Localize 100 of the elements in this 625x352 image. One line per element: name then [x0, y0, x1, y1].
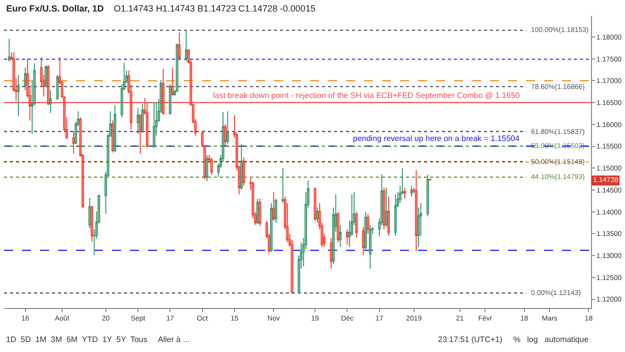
- candlestick: [206, 154, 208, 182]
- candlestick: [224, 124, 227, 147]
- candlestick: [49, 90, 52, 114]
- candlestick: [387, 196, 390, 236]
- candlestick: [330, 238, 332, 270]
- candlestick: [88, 197, 91, 229]
- candlestick: [136, 108, 140, 135]
- candlestick: [334, 194, 337, 232]
- candlestick: [380, 174, 383, 226]
- candlestick: [286, 202, 289, 243]
- candlestick: [33, 62, 36, 106]
- candlestick: [47, 64, 50, 106]
- candlestick: [184, 30, 188, 62]
- candlestick: [155, 102, 158, 136]
- candlestick: [236, 132, 238, 171]
- candlestick: [130, 84, 132, 130]
- candlestick: [93, 228, 96, 256]
- candlestick: [14, 78, 18, 102]
- candlestick: [371, 226, 374, 234]
- candlestick: [109, 110, 112, 138]
- candlestick: [398, 185, 402, 204]
- candlestick: [242, 156, 246, 186]
- candlestick: [314, 187, 316, 222]
- candlestick: [366, 214, 370, 234]
- candlestick: [152, 102, 156, 149]
- candlestick: [60, 80, 64, 98]
- candlestick: [332, 206, 335, 265]
- candlestick: [24, 67, 27, 91]
- candlestick: [226, 110, 229, 145]
- candlestick: [30, 79, 34, 135]
- chart-subtitle: O1.14743 H1.14743 B1.14723 C1.14728 -0.00015: [114, 4, 316, 14]
- candlestick: [346, 228, 348, 246]
- candlestick: [40, 56, 43, 88]
- candlestick: [208, 154, 211, 164]
- candlestick: [74, 121, 78, 145]
- candlestick: [122, 62, 126, 91]
- candlestick: [58, 56, 62, 85]
- candlestick: [270, 202, 273, 253]
- candlestick: [348, 220, 351, 248]
- candlestick: [252, 180, 254, 219]
- candlestick: [173, 90, 176, 96]
- candlestick: [194, 118, 197, 136]
- candlestick: [254, 211, 257, 226]
- candlestick: [352, 192, 356, 226]
- candlestick: [302, 238, 305, 267]
- candlestick: [26, 58, 29, 98]
- candlestick: [106, 134, 110, 177]
- candlestick: [210, 158, 213, 176]
- candlestick: [42, 74, 45, 97]
- candlestick: [304, 192, 308, 250]
- candlestick: [336, 211, 340, 243]
- candlestick: [318, 202, 321, 230]
- candlestick: [362, 226, 365, 256]
- candlestick: [385, 187, 388, 228]
- candlestick: [63, 96, 66, 132]
- candlestick: [364, 211, 367, 252]
- candlestick: [412, 187, 416, 194]
- candlestick: [401, 168, 404, 195]
- candlestick: [320, 222, 324, 248]
- candlestick: [355, 211, 358, 239]
- chart-title: Euro Fx/U.S. Dollar, 1D: [6, 4, 104, 14]
- ref-line-label: last break down point - rejection of the SH via ECB+FED September Combo @ 1.1650: [213, 91, 520, 100]
- candlestick: [339, 224, 342, 248]
- candlestick: [350, 194, 354, 236]
- candlestick: [12, 52, 16, 92]
- candlestick: [192, 103, 194, 124]
- candlestick: [233, 114, 236, 138]
- candlestick: [160, 79, 162, 114]
- ref-line-label: pending reversal up here on a break = 1.15504: [353, 134, 520, 143]
- candlestick: [414, 170, 418, 252]
- candlestick: [368, 224, 372, 270]
- candlestick: [176, 43, 178, 92]
- candlestick: [290, 240, 294, 294]
- candlestick: [168, 84, 172, 116]
- candlestick: [90, 206, 94, 242]
- candlestick: [298, 255, 300, 294]
- candlestick: [417, 206, 420, 248]
- candlestick: [79, 116, 82, 158]
- candlestick: [144, 97, 146, 115]
- candlestick: [190, 60, 192, 106]
- candlestick: [157, 98, 160, 122]
- candlestick: [120, 84, 124, 118]
- candlestick: [138, 114, 142, 154]
- candlestick: [104, 172, 108, 215]
- candlestick: [300, 242, 302, 270]
- candlestick: [378, 218, 381, 236]
- candlestick: [272, 192, 275, 222]
- candlestick: [394, 194, 397, 236]
- candlestick: [98, 194, 100, 224]
- candlestick: [288, 233, 291, 248]
- candlestick: [410, 185, 413, 198]
- candlestick: [222, 112, 224, 162]
- candlestick: [127, 70, 130, 94]
- candlestick: [382, 187, 386, 230]
- candlestick: [240, 144, 243, 190]
- candlestick: [284, 196, 286, 230]
- candlestick: [316, 206, 319, 224]
- text: 23:17:51 (UTC+1) % log automatique: [438, 335, 590, 344]
- candlestick: [420, 202, 422, 236]
- candlestick: [76, 110, 80, 127]
